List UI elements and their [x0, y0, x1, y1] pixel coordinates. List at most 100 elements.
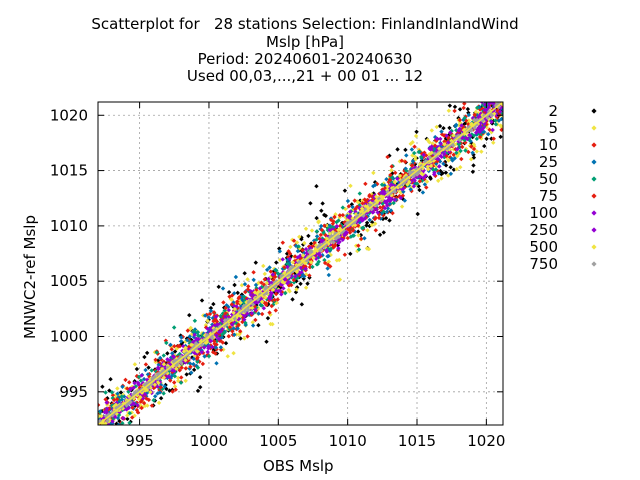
data-point: [86, 413, 90, 417]
data-point: [308, 201, 313, 206]
data-point: [417, 179, 423, 184]
data-point: [375, 210, 380, 215]
data-point: [156, 362, 161, 368]
data-point: [377, 205, 383, 210]
data-point: [489, 96, 493, 100]
data-point: [93, 420, 97, 424]
data-point: [249, 310, 255, 316]
data-point: [434, 124, 439, 130]
data-point: [218, 347, 224, 352]
data-point: [362, 236, 367, 241]
data-point: [416, 149, 422, 155]
data-point: [277, 246, 282, 251]
data-point: [490, 127, 495, 133]
data-point: [237, 294, 242, 300]
x-tick-label: 1005: [259, 432, 297, 450]
legend-marker-25: [591, 159, 597, 165]
data-point: [365, 228, 370, 233]
data-point: [263, 295, 268, 300]
data-point: [328, 246, 334, 252]
data-point: [337, 236, 342, 241]
data-point: [211, 301, 216, 307]
data-point: [355, 229, 361, 234]
data-point: [114, 397, 120, 402]
data-point: [458, 148, 463, 154]
data-point: [231, 319, 237, 324]
data-point: [411, 184, 417, 189]
data-point: [472, 112, 477, 118]
data-point: [81, 402, 85, 406]
data-point: [447, 125, 452, 131]
data-point: [157, 370, 162, 376]
data-point: [256, 322, 261, 328]
data-point: [424, 185, 429, 190]
data-point: [264, 339, 269, 344]
data-point: [300, 248, 305, 253]
data-point: [370, 210, 375, 215]
data-point: [130, 415, 135, 420]
data-point: [211, 310, 217, 315]
data-point: [262, 271, 268, 277]
data-point: [429, 144, 434, 149]
data-point: [165, 351, 170, 356]
data-point: [475, 127, 480, 132]
data-point: [197, 375, 203, 380]
data-point: [99, 413, 104, 419]
data-point: [242, 317, 247, 322]
data-point: [398, 195, 404, 201]
data-point: [379, 190, 384, 196]
data-point: [273, 291, 279, 297]
data-point: [110, 419, 115, 424]
data-point: [318, 223, 324, 229]
data-point: [302, 274, 307, 279]
data-point: [152, 382, 158, 387]
data-point: [482, 97, 486, 101]
data-point: [285, 281, 290, 286]
data-point: [187, 312, 192, 318]
data-point: [414, 170, 419, 175]
data-point: [250, 320, 255, 325]
data-point: [185, 328, 191, 333]
data-point: [115, 391, 120, 396]
data-point: [108, 376, 113, 382]
data-point: [446, 108, 452, 113]
data-point: [277, 249, 283, 254]
data-point: [265, 315, 271, 321]
data-point: [139, 373, 144, 378]
data-point: [309, 228, 315, 233]
data-point: [462, 115, 467, 121]
data-point: [293, 274, 298, 279]
data-point: [245, 277, 250, 282]
data-point: [161, 391, 166, 396]
data-point: [146, 365, 151, 370]
data-point: [471, 146, 477, 152]
data-point: [425, 137, 430, 143]
data-point: [487, 102, 492, 106]
data-point: [451, 167, 457, 172]
data-point: [398, 177, 403, 183]
data-point: [214, 319, 220, 324]
data-point: [166, 374, 172, 380]
data-point: [191, 361, 196, 367]
data-point: [290, 297, 295, 302]
data-point: [185, 337, 190, 343]
data-point: [125, 413, 130, 418]
data-point: [170, 389, 175, 394]
data-point: [486, 132, 491, 137]
data-point: [441, 161, 446, 166]
data-point: [459, 156, 464, 162]
data-point: [245, 311, 250, 316]
data-point: [198, 384, 203, 390]
data-point: [234, 304, 239, 309]
data-point: [345, 198, 351, 204]
data-point: [330, 229, 336, 235]
data-point: [202, 313, 208, 318]
data-point: [127, 420, 132, 425]
data-point: [298, 281, 303, 286]
data-point: [414, 181, 420, 186]
data-point: [153, 357, 158, 363]
data-point: [331, 240, 336, 245]
data-point: [425, 164, 430, 169]
data-point: [231, 300, 236, 305]
data-point: [413, 154, 418, 160]
